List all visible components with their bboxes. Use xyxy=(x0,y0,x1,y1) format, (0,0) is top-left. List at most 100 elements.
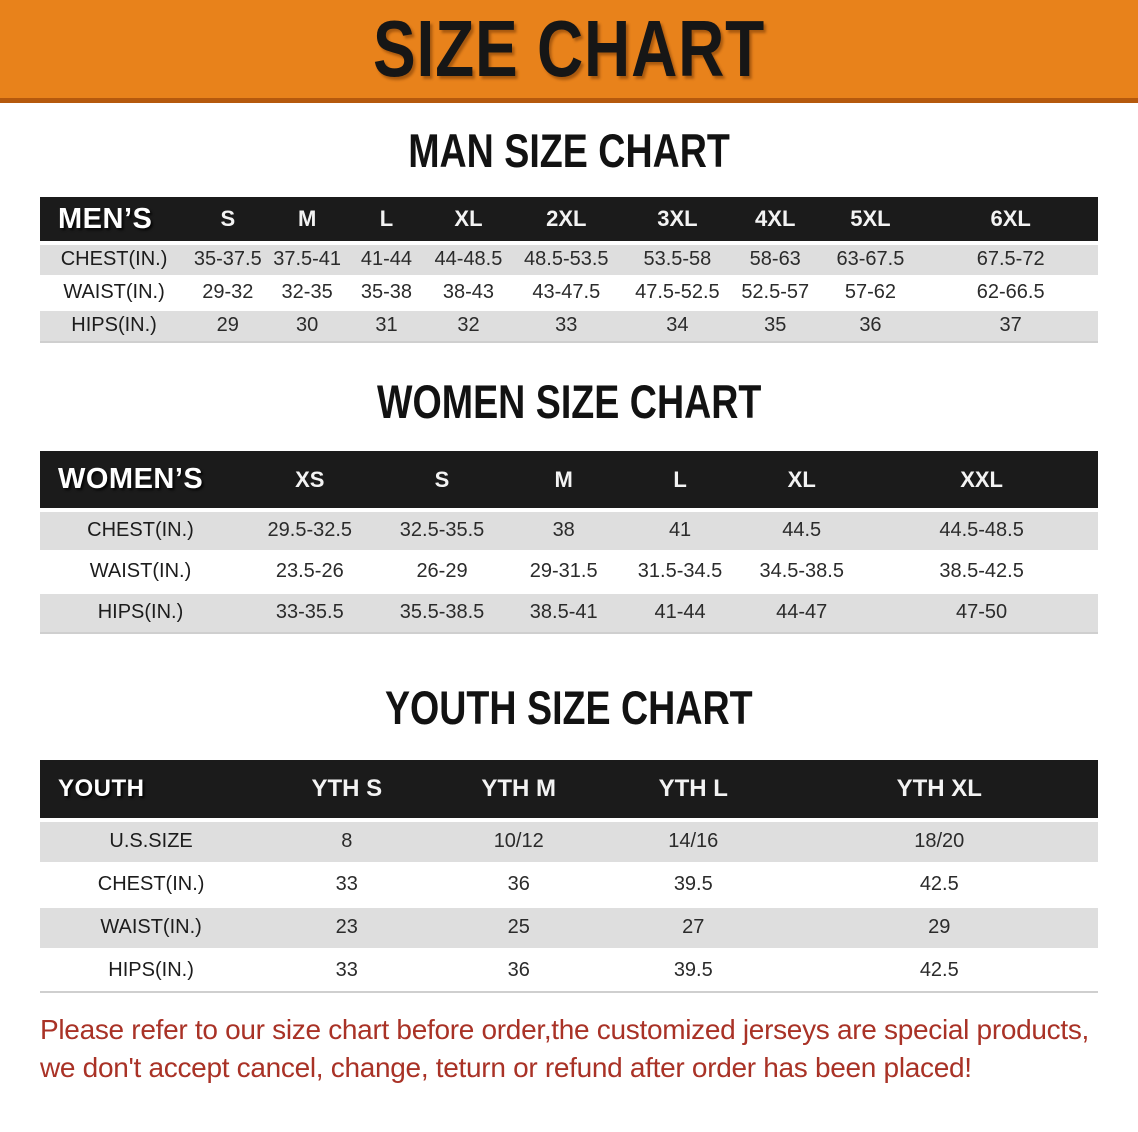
size-value-cell: 29-32 xyxy=(202,281,254,303)
size-value-cell: 39.5 xyxy=(673,873,713,895)
row-label: WAIST(IN.) xyxy=(63,281,165,303)
size-value-cell: 47-50 xyxy=(956,601,1008,624)
size-table-row: HIPS(IN.) 29 30 31 32 33 34 35 36 37 xyxy=(40,309,1098,342)
size-value-cell: 52.5-57 xyxy=(741,281,810,303)
women-section-heading: WOMEN SIZE CHART xyxy=(0,378,1138,425)
size-value-cell: 26-29 xyxy=(416,560,468,582)
size-value-cell: 25 xyxy=(507,916,530,938)
size-value-cell: 32-35 xyxy=(281,281,333,303)
size-value-cell: 33 xyxy=(335,873,358,895)
size-value-cell: 63-67.5 xyxy=(836,248,905,271)
size-column-header: 3XL xyxy=(657,206,698,231)
size-value-cell: 35.5-38.5 xyxy=(399,601,485,624)
size-value-cell: 18/20 xyxy=(914,830,965,853)
row-label: U.S.SIZE xyxy=(109,830,193,853)
size-value-cell: 53.5-58 xyxy=(643,248,712,271)
size-value-cell: 29 xyxy=(216,314,239,337)
size-column-header: XXL xyxy=(960,466,1003,492)
size-value-cell: 33 xyxy=(335,959,358,982)
row-label: HIPS(IN.) xyxy=(97,601,184,624)
size-value-cell: 32 xyxy=(457,314,480,337)
size-column-header: YTH XL xyxy=(896,775,982,802)
row-label: WAIST(IN.) xyxy=(89,560,192,582)
women-section-heading-text: WOMEN SIZE CHART xyxy=(376,375,762,428)
size-value-cell: 8 xyxy=(341,830,353,853)
size-table-row: HIPS(IN.) 33 36 39.5 42.5 xyxy=(40,949,1098,992)
size-value-cell: 29.5-32.5 xyxy=(267,519,353,542)
disclaimer-line-1: Please refer to our size chart before or… xyxy=(40,1014,1090,1045)
size-table-row: U.S.SIZE 8 10/12 14/16 18/20 xyxy=(40,820,1098,863)
banner-title: SIZE CHART xyxy=(373,4,765,93)
size-value-cell: 41 xyxy=(668,519,692,542)
size-column-header: S xyxy=(220,206,236,231)
size-value-cell: 35-38 xyxy=(360,281,413,303)
size-value-cell: 58-63 xyxy=(749,248,801,271)
size-table-row: CHEST(IN.) 29.5-32.5 32.5-35.5 38 41 44.5 44.5… xyxy=(40,510,1098,551)
size-column-header: YTH M xyxy=(481,775,557,802)
size-column-header: YTH L xyxy=(658,775,728,802)
size-value-cell: 36 xyxy=(507,959,530,982)
size-column-header: L xyxy=(379,206,394,231)
size-value-cell: 44.5 xyxy=(782,519,822,542)
size-column-header: XL xyxy=(454,206,483,231)
size-column-header: 4XL xyxy=(755,206,796,231)
table-group-label: WOMEN’S xyxy=(58,463,204,495)
size-value-cell: 44.5-48.5 xyxy=(939,519,1024,542)
row-label: CHEST(IN.) xyxy=(97,873,205,895)
youth-section-heading: YOUTH SIZE CHART xyxy=(0,684,1138,731)
size-chart-banner: SIZE CHART xyxy=(0,0,1138,103)
size-value-cell: 44-47 xyxy=(776,601,828,624)
youth-size-table: YOUTH YTH S YTH M YTH L YTH XL U.S.SIZE 8 10/12… xyxy=(40,757,1098,993)
size-value-cell: 29-31.5 xyxy=(529,560,598,582)
size-value-cell: 27 xyxy=(682,916,705,938)
size-value-cell: 30 xyxy=(296,314,319,337)
size-value-cell: 14/16 xyxy=(668,830,719,853)
size-value-cell: 42.5 xyxy=(919,873,959,895)
size-value-cell: 34.5-38.5 xyxy=(759,560,844,582)
size-value-cell: 23.5-26 xyxy=(275,560,344,582)
size-value-cell: 38-43 xyxy=(442,281,495,303)
size-table-row: WAIST(IN.) 23.5-26 26-29 29-31.5 31.5-34.5 34… xyxy=(40,551,1098,592)
size-value-cell: 36 xyxy=(859,314,882,337)
row-label: CHEST(IN.) xyxy=(87,519,194,542)
size-column-header: YTH S xyxy=(311,775,383,802)
size-column-header: L xyxy=(673,466,687,492)
size-value-cell: 43-47.5 xyxy=(532,281,601,303)
size-table-header-row: YOUTH YTH S YTH M YTH L YTH XL xyxy=(40,758,1098,820)
size-column-header: 2XL xyxy=(546,206,587,231)
size-value-cell: 31.5-34.5 xyxy=(637,560,723,582)
size-value-cell: 35 xyxy=(764,314,787,337)
size-value-cell: 39.5 xyxy=(673,959,713,982)
size-table-header-row: MEN’S S M L XL 2XL 3XL 4XL 5XL 6XL xyxy=(40,195,1098,243)
size-column-header: S xyxy=(434,466,450,492)
size-value-cell: 29 xyxy=(928,916,951,938)
size-value-cell: 47.5-52.5 xyxy=(635,281,720,303)
size-value-cell: 38.5-41 xyxy=(529,601,598,624)
size-value-cell: 48.5-53.5 xyxy=(524,248,609,271)
size-value-cell: 35-37.5 xyxy=(193,248,262,271)
size-value-cell: 38.5-42.5 xyxy=(939,560,1024,582)
size-column-header: M xyxy=(554,466,573,492)
disclaimer-line-2: we don't accept cancel, change, teturn o… xyxy=(40,1051,972,1083)
men-section-heading-text: MAN SIZE CHART xyxy=(408,124,730,177)
table-group-label: MEN’S xyxy=(58,202,153,235)
size-table-row: WAIST(IN.) 29-32 32-35 35-38 38-43 43-47.5 47.… xyxy=(40,276,1098,309)
size-table-row: HIPS(IN.) 33-35.5 35.5-38.5 38.5-41 41-44 44-… xyxy=(40,592,1098,633)
size-column-header: 6XL xyxy=(990,206,1031,231)
size-value-cell: 62-66.5 xyxy=(976,281,1045,303)
size-column-header: 5XL xyxy=(850,206,891,231)
size-value-cell: 10/12 xyxy=(493,830,544,853)
row-label: WAIST(IN.) xyxy=(100,916,202,938)
men-size-table: MEN’S S M L XL 2XL 3XL 4XL 5XL 6XL CHEST(IN.) 35-37… xyxy=(40,194,1098,343)
size-value-cell: 33 xyxy=(555,314,578,337)
size-value-cell: 44-48.5 xyxy=(434,248,503,271)
size-value-cell: 41-44 xyxy=(360,248,413,271)
row-label: CHEST(IN.) xyxy=(60,248,168,271)
row-label: HIPS(IN.) xyxy=(108,959,194,982)
size-value-cell: 67.5-72 xyxy=(976,248,1045,271)
size-value-cell: 38 xyxy=(552,519,575,542)
size-value-cell: 32.5-35.5 xyxy=(399,519,485,542)
size-value-cell: 41-44 xyxy=(654,601,706,624)
disclaimer: Please refer to our size chart before or… xyxy=(40,1011,1138,1087)
size-value-cell: 31 xyxy=(375,314,398,337)
